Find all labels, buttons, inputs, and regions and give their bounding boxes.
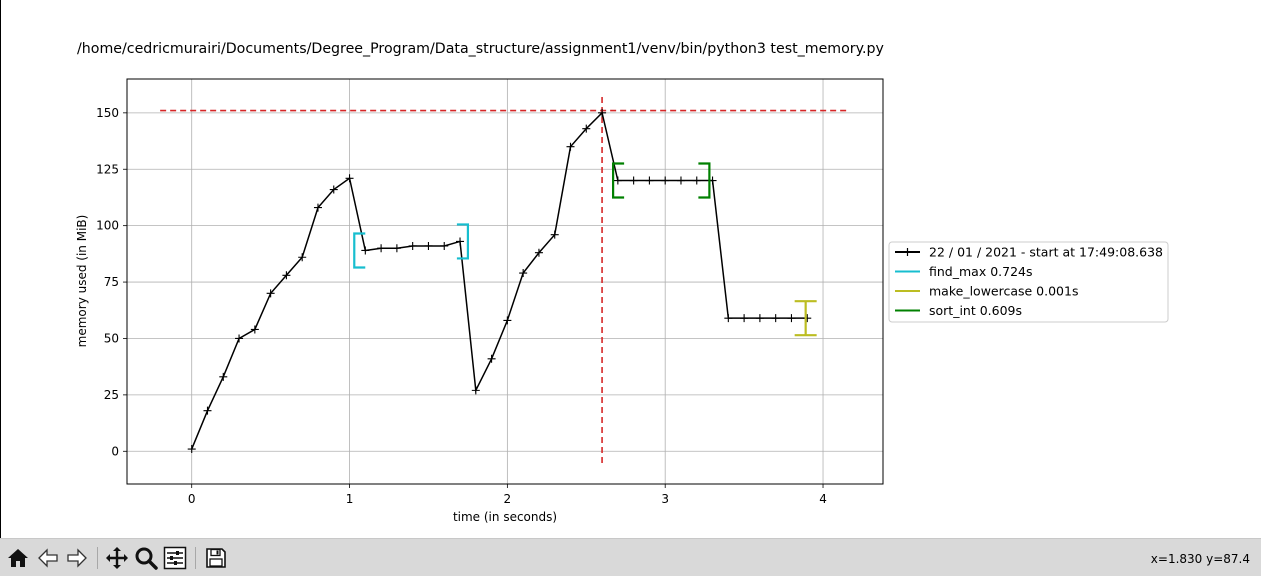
data-point	[424, 241, 433, 250]
data-point	[692, 176, 701, 185]
save-button[interactable]	[203, 545, 228, 570]
pan-button[interactable]	[104, 545, 129, 570]
function-brackets	[353, 162, 817, 337]
function-bracket-start	[612, 162, 625, 199]
data-point	[250, 325, 259, 334]
data-point	[598, 108, 607, 117]
function-bracket	[794, 300, 817, 337]
data-point	[266, 289, 275, 298]
data-point	[613, 176, 622, 185]
data-point	[487, 354, 496, 363]
x-tick-label: 1	[346, 492, 354, 506]
data-point	[629, 176, 638, 185]
x-tick-label: 0	[188, 492, 196, 506]
y-tick-label: 50	[104, 331, 119, 345]
pan-icon	[105, 546, 128, 569]
window-left-border	[0, 0, 1, 538]
zoom-icon	[135, 547, 158, 570]
back-button[interactable]	[35, 545, 60, 570]
legend: 22 / 01 / 2021 - start at 17:49:08.638 fi…	[888, 241, 1169, 323]
legend-label: make_lowercase 0.001s	[929, 284, 1078, 299]
data-point	[203, 406, 212, 415]
data-point	[219, 372, 228, 381]
data-point	[803, 314, 812, 323]
axis-ticks: 0 1 2 3 4 0 25 50 75 100 125 150	[96, 106, 827, 506]
data-point	[313, 203, 322, 212]
legend-marker	[903, 248, 912, 256]
y-tick-label: 125	[96, 162, 119, 176]
function-bracket-start	[353, 232, 366, 269]
x-tick-label: 2	[504, 492, 512, 506]
memory-profile-figure: /home/cedricmurairi/Documents/Degree_Pro…	[75, 41, 1169, 524]
data-point	[298, 253, 307, 262]
data-point	[645, 176, 654, 185]
legend-label: find_max 0.724s	[929, 264, 1033, 279]
data-point	[377, 244, 386, 253]
navigation-toolbar: x=1.830 y=87.4	[0, 538, 1261, 576]
data-point	[282, 271, 291, 280]
data-point	[740, 314, 749, 323]
series-group	[191, 111, 808, 450]
x-tick-label: 3	[661, 492, 669, 506]
grid-lines	[127, 79, 883, 484]
data-point	[755, 314, 764, 323]
forward-button[interactable]	[64, 545, 89, 570]
data-point	[329, 185, 338, 194]
data-point	[361, 246, 370, 255]
data-point	[392, 244, 401, 253]
x-axis-label: time (in seconds)	[453, 510, 557, 524]
data-point	[503, 316, 512, 325]
configure-icon	[163, 546, 186, 569]
markers-group	[187, 108, 812, 454]
x-tick-label: 4	[819, 492, 827, 506]
data-point	[471, 386, 480, 395]
data-point	[676, 176, 685, 185]
data-point	[187, 445, 196, 454]
toolbar-separator	[97, 547, 98, 569]
data-point	[771, 314, 780, 323]
y-tick-label: 25	[104, 388, 119, 402]
home-icon	[7, 548, 28, 567]
home-button[interactable]	[5, 545, 30, 570]
data-point	[787, 314, 796, 323]
configure-subplots-button[interactable]	[162, 545, 187, 570]
y-tick-label: 150	[96, 106, 119, 120]
function-bracket-end	[456, 223, 470, 260]
data-point	[440, 241, 449, 250]
data-point	[345, 174, 354, 183]
data-point	[582, 124, 591, 133]
y-tick-label: 0	[111, 444, 119, 458]
function-bracket-end	[698, 162, 711, 199]
zoom-button[interactable]	[133, 545, 158, 570]
data-point	[661, 176, 670, 185]
y-tick-label: 75	[104, 275, 119, 289]
y-tick-label: 100	[96, 219, 119, 233]
save-icon	[205, 547, 226, 568]
forward-icon	[66, 547, 87, 568]
memory-series-line	[191, 111, 808, 450]
data-point	[456, 237, 465, 246]
figure-title: /home/cedricmurairi/Documents/Degree_Pro…	[77, 41, 884, 57]
axes-frame	[126, 78, 884, 485]
y-axis-label: memory used (in MiB)	[75, 215, 89, 348]
data-point	[235, 334, 244, 343]
toolbar-separator	[195, 547, 196, 569]
cursor-coordinates: x=1.830 y=87.4	[1150, 552, 1250, 566]
back-icon	[37, 547, 58, 568]
legend-frame	[888, 241, 1169, 323]
data-point	[550, 230, 559, 239]
data-point	[566, 142, 575, 151]
data-point	[519, 269, 528, 278]
data-point	[408, 241, 417, 250]
data-point	[534, 248, 543, 257]
data-point	[724, 314, 733, 323]
legend-label: 22 / 01 / 2021 - start at 17:49:08.638	[929, 245, 1163, 260]
legend-label: sort_int 0.609s	[929, 303, 1022, 318]
